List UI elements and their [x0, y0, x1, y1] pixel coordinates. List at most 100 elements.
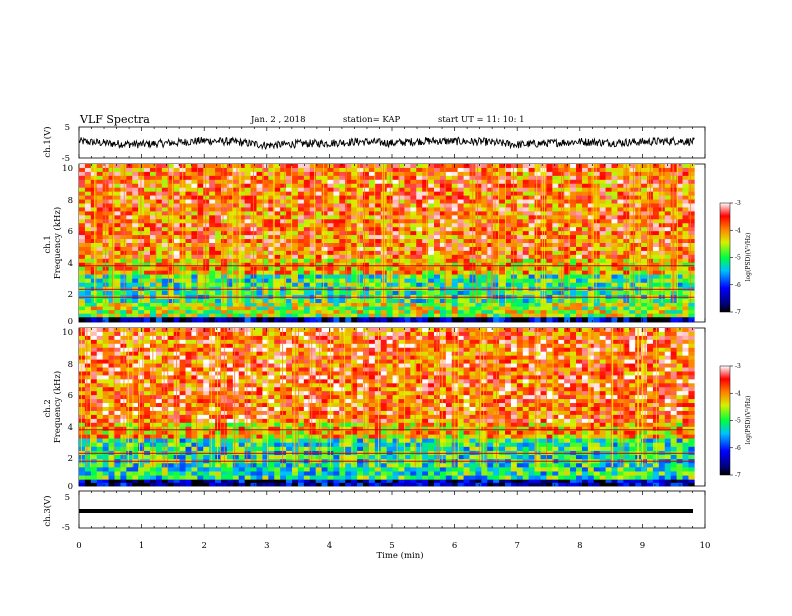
spectrogram-cell: [393, 267, 399, 271]
spectrogram-cell: [375, 259, 381, 263]
spectrogram-cell: [511, 188, 517, 192]
spectrogram-cell: [274, 303, 280, 307]
spectrogram-cell: [292, 275, 298, 279]
spectrogram-cell: [541, 243, 547, 247]
spectrogram-cell: [529, 299, 535, 303]
spectrogram-cell: [103, 360, 109, 364]
spectrogram-cell: [191, 247, 197, 251]
spectrogram-cell: [298, 168, 304, 172]
spectrogram-cell: [233, 251, 239, 255]
spectrogram-cell: [298, 211, 304, 215]
spectrogram-cell: [115, 172, 121, 176]
spectrogram-cell: [156, 255, 162, 259]
spectrogram-cell: [357, 275, 363, 279]
spectrogram-cell: [227, 310, 233, 314]
spectrogram-cell: [156, 360, 162, 364]
spectrogram-cell: [635, 310, 641, 314]
spectrogram-cell: [126, 403, 132, 407]
spectrogram-cell: [97, 219, 103, 223]
spectrogram-cell: [126, 411, 132, 415]
spectrogram-cell: [245, 239, 251, 243]
spectrogram-cell: [546, 180, 552, 184]
spectrogram-cell: [156, 200, 162, 204]
spectrogram-cell: [404, 255, 410, 259]
spectrogram-cell: [458, 192, 464, 196]
spectrogram-cell: [245, 204, 251, 208]
spectrogram-cell: [588, 192, 594, 196]
spectrogram-cell: [393, 317, 399, 322]
spectrogram-cell: [683, 196, 689, 200]
spectrogram-cell: [499, 303, 505, 307]
spectrogram-cell: [91, 303, 97, 307]
spectrogram-cell: [345, 317, 351, 322]
spectrogram-cell: [209, 184, 215, 188]
spectrogram-cell: [97, 291, 103, 295]
spectrogram-cell: [156, 368, 162, 372]
spectrogram-cell: [683, 263, 689, 267]
spectrogram-cell: [517, 188, 523, 192]
spectrogram-cell: [221, 263, 227, 267]
spectrogram-cell: [399, 317, 405, 322]
spectrogram-cell: [168, 344, 174, 348]
spectrogram-cell: [304, 188, 310, 192]
spectrogram-cell: [156, 235, 162, 239]
spectrogram-cell: [416, 239, 422, 243]
spectrogram-cell: [576, 231, 582, 235]
spectrogram-cell: [688, 207, 694, 211]
spectrogram-cell: [120, 231, 126, 235]
spectrogram-cell: [375, 176, 381, 180]
spectrogram-cell: [570, 271, 576, 275]
spectrogram-cell: [115, 196, 121, 200]
spectrogram-cell: [310, 255, 316, 259]
spectrogram-cell: [422, 168, 428, 172]
spectrogram-cell: [499, 299, 505, 303]
spectrogram-cell: [606, 314, 612, 318]
spectrogram-cell: [203, 180, 209, 184]
spectrogram-cell: [517, 303, 523, 307]
spectrogram-cell: [79, 395, 85, 399]
spectrogram-cell: [612, 263, 618, 267]
spectrogram-cell: [683, 251, 689, 255]
spectrogram-cell: [570, 299, 576, 303]
spectrogram-cell: [446, 259, 452, 263]
spectrogram-cell: [511, 168, 517, 172]
spectrogram-cell: [97, 192, 103, 196]
spectrogram-cell: [635, 314, 641, 318]
spectrogram-cell: [197, 227, 203, 231]
spectrogram-cell: [499, 188, 505, 192]
spectrogram-cell: [422, 314, 428, 318]
spectrogram-cell: [369, 255, 375, 259]
spectrogram-cell: [446, 314, 452, 318]
spectrogram-cell: [517, 172, 523, 176]
spectrogram-cell: [375, 239, 381, 243]
spectrogram-cell: [351, 243, 357, 247]
spectrogram-cell: [505, 314, 511, 318]
spectrogram-cell: [617, 184, 623, 188]
spectrogram-cell: [257, 235, 263, 239]
spectrogram-cell: [79, 328, 85, 332]
spectrogram-cell: [523, 310, 529, 314]
spectrogram-cell: [79, 227, 85, 231]
spectrogram-cell: [369, 227, 375, 231]
spectrogram-cell: [180, 364, 186, 368]
spectrogram-cell: [186, 247, 192, 251]
spectrogram-cell: [594, 200, 600, 204]
spectrogram-cell: [197, 207, 203, 211]
spectrogram-cell: [126, 188, 132, 192]
spectrogram-cell: [197, 243, 203, 247]
spectrogram-cell: [115, 227, 121, 231]
spectrogram-cell: [511, 314, 517, 318]
spectrogram-cell: [523, 317, 529, 322]
spectrogram-cell: [393, 227, 399, 231]
spectrogram-cell: [233, 176, 239, 180]
spectrogram-cell: [180, 310, 186, 314]
spectrogram-cell: [475, 303, 481, 307]
spectrogram-cell: [606, 164, 612, 168]
spectrogram-cell: [665, 267, 671, 271]
spectrogram-cell: [186, 192, 192, 196]
spectrogram-cell: [410, 180, 416, 184]
spectrogram-cell: [393, 207, 399, 211]
spectrogram-cell: [221, 204, 227, 208]
spectrogram-cell: [126, 204, 132, 208]
spectrogram-cell: [209, 259, 215, 263]
